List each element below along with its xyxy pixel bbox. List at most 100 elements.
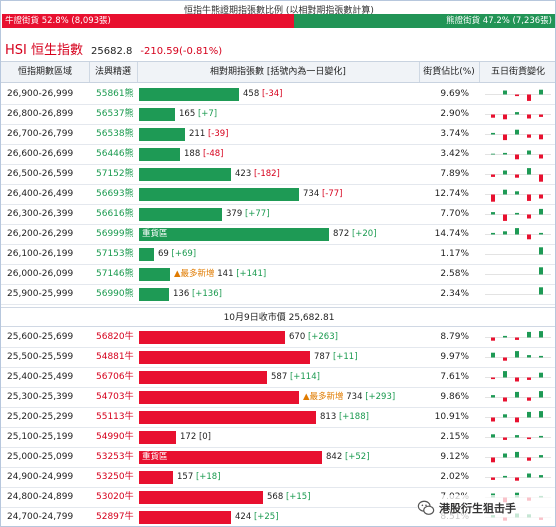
contracts-count: 734 [303, 189, 322, 199]
contracts-count: 157 [177, 472, 196, 482]
hsi-change: -210.59(-0.81%) [140, 46, 223, 57]
spark-bar [491, 477, 495, 480]
warrant-code-link[interactable]: 52897牛 [96, 512, 134, 522]
five-day-change-chart [485, 411, 551, 423]
warrant-code-link[interactable]: 55861熊 [96, 89, 134, 99]
table-row[interactable]: 25,300-25,399 54703牛 ▲最多新增 734 [+293] 9.86% [1, 388, 555, 408]
most-new-tag: ▲最多新增 [174, 269, 218, 279]
range-cell: 25,200-25,299 [7, 412, 74, 422]
spark-bar [539, 194, 543, 199]
spark-bar [527, 150, 531, 155]
table-row[interactable]: 25,900-25,999 56990熊 136 [+136] 2.34% [1, 285, 555, 305]
table-row[interactable]: 25,000-25,099 53253牛 重貨區 842 [+52] 9.12% [1, 448, 555, 468]
five-day-change-chart [485, 391, 551, 402]
table-row[interactable]: 25,500-25,599 54881牛 787 [+11] 9.97% [1, 348, 555, 368]
table-row[interactable]: 26,300-26,399 56616熊 379 [+77] 7.70% [1, 205, 555, 225]
spark-bar [539, 372, 543, 378]
spark-bar [503, 371, 507, 378]
table-row[interactable]: 25,400-25,499 56706牛 587 [+114] 7.61% [1, 368, 555, 388]
contracts-count: 587 [271, 372, 290, 382]
daily-change: [+77] [244, 209, 270, 219]
warrant-code-link[interactable]: 53020牛 [96, 492, 134, 502]
warrant-code-link[interactable]: 54990牛 [96, 432, 134, 442]
spark-bar [539, 89, 543, 95]
warrant-code-link[interactable]: 56538熊 [96, 129, 134, 139]
five-day-change-chart [485, 150, 551, 160]
contracts-label: 458 [-34] [243, 88, 282, 101]
warrant-code-link[interactable]: 56820牛 [96, 332, 134, 342]
table-row[interactable]: 26,000-26,099 57146熊 ▲最多新增 141 [+141] 2.58% [1, 265, 555, 285]
table-row[interactable]: 26,800-26,899 56537熊 165 [+7] 2.90% [1, 105, 555, 125]
warrant-code-link[interactable]: 54881牛 [96, 352, 134, 362]
table-row[interactable]: 26,500-26,599 57152熊 423 [-182] 7.89% [1, 165, 555, 185]
table-row[interactable]: 26,400-26,499 56693熊 734 [-77] 12.74% [1, 185, 555, 205]
warrant-code-link[interactable]: 56693熊 [96, 189, 134, 199]
warrant-code-link[interactable]: 56990熊 [96, 289, 134, 299]
table-row[interactable]: 26,200-26,299 56999熊 重貨區 872 [+20] 14.74% [1, 225, 555, 245]
contracts-count: 842 [326, 452, 345, 462]
contracts-label: 787 [+11] [314, 351, 358, 364]
contracts-label: 872 [+20] [333, 228, 377, 241]
spark-bar [539, 287, 543, 295]
header-code: 法興精選 [94, 67, 131, 77]
warrant-code-link[interactable]: 56537熊 [96, 109, 134, 119]
table-row[interactable]: 24,900-24,999 53250牛 157 [+18] 2.02% [1, 468, 555, 488]
bull-bear-ratio-bar: 牛證街貨 52.8% (8,093張) 熊證街貨 47.2% (7,236張) [2, 14, 555, 28]
table-row[interactable]: 26,100-26,199 57153熊 69 [+69] 1.17% [1, 245, 555, 265]
spark-bar [491, 434, 495, 438]
warrant-code-link[interactable]: 53250牛 [96, 472, 134, 482]
heavy-zone-tag: 重貨區 [142, 452, 168, 462]
warrant-code-link[interactable]: 54703牛 [96, 392, 134, 402]
contracts-label: 172 [0] [180, 431, 211, 444]
range-cell: 24,700-24,799 [7, 512, 74, 522]
spark-bar [503, 134, 507, 141]
warrant-code-link[interactable]: 56446熊 [96, 149, 134, 159]
spark-bar [527, 234, 531, 240]
table-row[interactable]: 25,600-25,699 56820牛 670 [+263] 8.79% [1, 328, 555, 348]
range-cell: 25,900-25,999 [7, 289, 74, 299]
range-cell: 26,000-26,099 [7, 269, 74, 279]
table-row[interactable]: 25,200-25,299 55113牛 813 [+188] 10.91% [1, 408, 555, 428]
daily-change: [+136] [191, 289, 222, 299]
contracts-label: 379 [+77] [226, 208, 270, 221]
range-cell: 25,600-25,699 [7, 332, 74, 342]
warrant-code-link[interactable]: 56706牛 [96, 372, 134, 382]
warrant-code-link[interactable]: 57146熊 [96, 269, 134, 279]
warrant-code-link[interactable]: 57153熊 [96, 249, 134, 259]
table-row[interactable]: 26,900-26,999 55861熊 458 [-34] 9.69% [1, 85, 555, 105]
five-day-change-chart [485, 287, 551, 295]
contracts-bar [139, 431, 176, 444]
warrant-code-link[interactable]: 56616熊 [96, 209, 134, 219]
spark-bar [515, 174, 519, 178]
table-row[interactable]: 26,700-26,799 56538熊 211 [-39] 3.74% [1, 125, 555, 145]
spark-bar [491, 132, 495, 135]
daily-change: [-34] [261, 89, 283, 99]
five-day-change-chart [485, 331, 551, 341]
spark-bar [491, 114, 495, 118]
warrant-code-link[interactable]: 53253牛 [96, 452, 134, 462]
spark-bar [515, 477, 519, 481]
spark-bar [539, 355, 543, 358]
warrant-code-link[interactable]: 56999熊 [96, 229, 134, 239]
five-day-change-chart [485, 247, 551, 255]
spark-bar [527, 134, 531, 138]
contracts-label: 157 [+18] [177, 471, 221, 484]
spark-bar [527, 457, 531, 461]
heavy-zone-tag: 重貨區 [142, 229, 168, 239]
most-new-tag: ▲最多新增 [303, 392, 347, 402]
spark-bar [503, 90, 507, 95]
table-row[interactable]: 25,100-25,199 54990牛 172 [0] 2.15% [1, 428, 555, 448]
outstanding-pct: 7.61% [440, 372, 469, 382]
daily-change: [+25] [253, 512, 279, 522]
table-row[interactable]: 26,600-26,699 56446熊 188 [-48] 3.42% [1, 145, 555, 165]
warrant-code-link[interactable]: 55113牛 [96, 412, 134, 422]
warrant-code-link[interactable]: 57152熊 [96, 169, 134, 179]
spark-bar [503, 335, 507, 338]
outstanding-pct: 2.34% [440, 289, 469, 299]
outstanding-pct: 9.86% [440, 392, 469, 402]
header-range: 恒指期數區域 [17, 67, 72, 77]
outstanding-pct: 14.74% [434, 229, 469, 239]
spark-bar [539, 435, 543, 438]
contracts-count: 69 [158, 249, 172, 259]
outstanding-pct: 2.02% [440, 472, 469, 482]
